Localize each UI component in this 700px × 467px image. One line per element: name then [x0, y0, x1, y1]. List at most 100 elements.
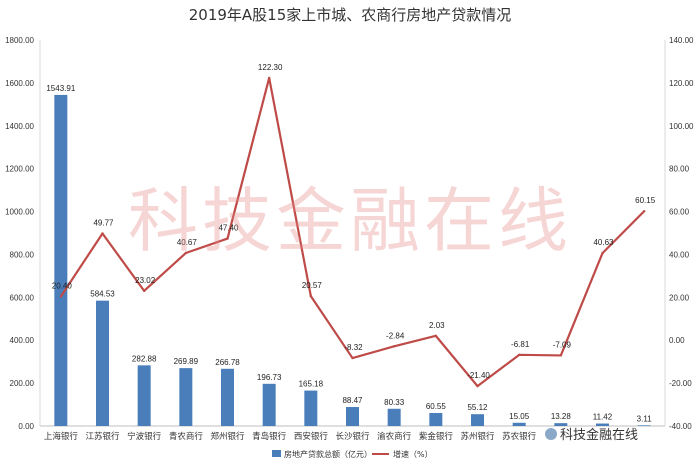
y-left-tick-label: 200.00 — [10, 379, 35, 388]
x-tick-label: 苏农银行 — [502, 431, 537, 442]
bar-value-label: 165.18 — [299, 380, 324, 389]
x-tick-label: 渝农商行 — [377, 431, 412, 442]
bar — [179, 368, 193, 426]
x-tick-label: 宁波银行 — [127, 431, 162, 442]
line-value-label: 122.30 — [258, 63, 283, 72]
line-value-label: 2.03 — [429, 321, 445, 330]
watermark-text: 科技金融在线 — [128, 180, 572, 262]
growth-point — [517, 353, 521, 357]
line-value-label: 20.57 — [302, 281, 323, 290]
growth-point — [184, 251, 188, 255]
x-tick-label: 西安银行 — [294, 431, 329, 442]
line-value-label: -7.09 — [553, 340, 572, 349]
x-tick-label: 上海银行 — [44, 431, 79, 442]
bar — [387, 408, 401, 426]
line-value-label: 49.77 — [93, 218, 114, 227]
growth-point — [601, 251, 604, 255]
line-layer — [59, 76, 646, 388]
y-right-tick-label: 0.00 — [669, 336, 685, 345]
y-right-tick-label: -40.00 — [669, 422, 692, 431]
bars-layer — [54, 94, 651, 426]
bar-value-label: 1543.91 — [46, 84, 75, 93]
growth-point — [642, 210, 646, 213]
bar — [471, 414, 484, 426]
bar-value-label: 282.88 — [132, 354, 157, 363]
line-value-label: 47.40 — [218, 224, 239, 233]
bar-value-label: 3.11 — [637, 414, 653, 423]
bar-value-label: 60.55 — [426, 402, 447, 411]
bar-value-label: 13.28 — [551, 412, 572, 421]
bar — [346, 407, 359, 426]
y-right-tick-label: -20.00 — [669, 379, 692, 388]
y-right-tick-label: 60.00 — [669, 208, 690, 217]
y-right-tick-label: 20.00 — [669, 293, 690, 302]
legend-bar-swatch — [272, 450, 281, 457]
growth-point — [559, 354, 563, 357]
growth-point — [101, 232, 104, 235]
y-left-tick-label: 400.00 — [10, 336, 35, 345]
bar-value-label: 266.78 — [215, 358, 240, 367]
y-left-tick-label: 1800.00 — [5, 36, 34, 45]
axes: 0.00 200.00 400.00 600.00 800.00 1000.00 1200.… — [5, 36, 694, 442]
chart-title: 2019年A股15家上市城、农商行房地产贷款情况 — [189, 6, 512, 24]
watermark-layer: 科技金融在线 科技金融在线 — [128, 180, 638, 443]
growth-point — [309, 294, 313, 298]
legend-bar-label: 房地产贷款总额（亿元） — [284, 449, 372, 459]
y-left-tick-label: 1200.00 — [5, 165, 34, 174]
y-right-tick-label: 100.00 — [669, 122, 694, 131]
y-left-tick-label: 1400.00 — [5, 122, 34, 131]
y-left-tick-label: 0.00 — [18, 422, 34, 431]
bar-value-label: 584.53 — [90, 290, 115, 299]
line-value-label: -2.84 — [386, 331, 405, 340]
bar — [429, 413, 443, 426]
growth-point — [142, 289, 146, 293]
x-tick-label: 江苏银行 — [85, 431, 120, 442]
growth-point — [351, 356, 354, 360]
bar — [137, 365, 151, 426]
growth-point — [267, 76, 271, 80]
x-tick-label: 紫金银行 — [419, 431, 454, 442]
line-value-label: 60.15 — [635, 196, 656, 205]
bar — [54, 94, 68, 426]
bar-value-label: 80.33 — [384, 398, 405, 407]
line-value-label: -21.40 — [467, 371, 490, 380]
y-left-tick-label: 1000.00 — [5, 208, 34, 217]
bar — [221, 368, 234, 426]
bar — [96, 300, 109, 426]
line-value-label: 40.67 — [177, 238, 198, 247]
line-value-label: 40.63 — [593, 238, 614, 247]
line-value-label: -6.81 — [511, 340, 530, 349]
x-tick-label: 青农商行 — [169, 431, 204, 442]
bar-value-label: 88.47 — [342, 396, 363, 405]
y-right-tick-label: 140.00 — [669, 36, 694, 45]
x-tick-label: 苏州银行 — [460, 431, 495, 442]
bar-value-label: 269.89 — [174, 357, 199, 366]
x-tick-label: 郑州银行 — [210, 431, 245, 442]
line-value-label: 20.40 — [52, 281, 73, 290]
bar — [637, 425, 651, 426]
watermark-corner: 科技金融在线 — [545, 427, 638, 443]
x-tick-label: 青岛银行 — [252, 431, 287, 442]
growth-point — [476, 384, 479, 388]
legend: 房地产贷款总额（亿元） 增速（%） — [272, 449, 433, 459]
watermark-logo-icon — [545, 428, 557, 440]
y-right-tick-label: 40.00 — [669, 250, 690, 259]
line-value-label: 23.02 — [135, 276, 156, 285]
bar-value-label: 11.42 — [593, 413, 613, 422]
bar-value-label: 55.12 — [467, 403, 488, 412]
data-labels-layer: 1543.91 584.53 282.88 269.89 266.78 196.73 165… — [46, 63, 655, 423]
bar-value-label: 196.73 — [257, 373, 282, 382]
x-tick-label: 长沙银行 — [335, 431, 370, 442]
bar — [554, 423, 568, 426]
legend-line-label: 增速（%） — [393, 449, 433, 459]
line-value-label: -8.32 — [344, 343, 363, 352]
bar — [304, 390, 318, 426]
bar — [262, 383, 276, 426]
y-right-tick-label: 80.00 — [669, 165, 690, 174]
bar-value-label: 15.05 — [509, 412, 530, 421]
growth-point — [226, 237, 229, 240]
y-left-tick-label: 1600.00 — [5, 79, 34, 88]
bar — [596, 423, 609, 426]
y-left-tick-label: 800.00 — [10, 250, 35, 259]
